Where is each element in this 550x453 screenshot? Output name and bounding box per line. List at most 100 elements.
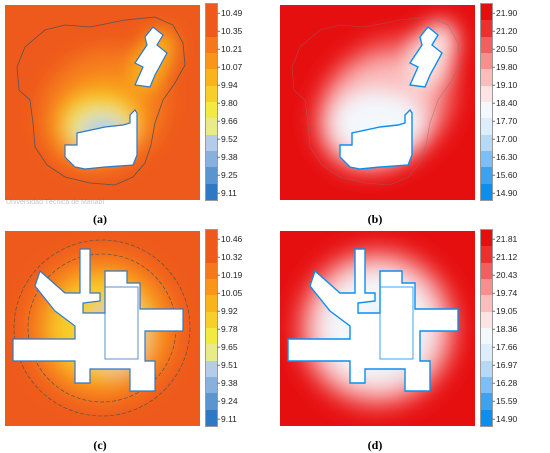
colorbar-ticks-a: 10.49 10.35 10.21 10.07 9.94 9.80 9.66 9.52 9.38… <box>216 3 271 201</box>
colorbar-segment <box>481 20 492 38</box>
panel-b: 21.90 21.20 20.50 19.80 19.10 18.40 17.70 17.00… <box>275 0 550 226</box>
colorbar-segment <box>481 85 492 103</box>
colorbar-segment <box>481 393 492 411</box>
caption-label: (d) <box>367 438 383 452</box>
colorbar-tick-label: 21.90 <box>491 7 518 18</box>
colorbar-tick-label: 9.11 <box>217 413 237 424</box>
colorbar-segment <box>206 36 217 54</box>
heatmap-plot-c <box>5 231 200 426</box>
heatmap-svg-a <box>5 5 200 200</box>
colorbar-segment <box>481 262 492 280</box>
colorbar-ticks-d: 21.81 21.12 20.43 19.74 19.05 18.36 17.66 16.97… <box>491 229 546 427</box>
colorbar-segment <box>206 409 217 427</box>
obstacle-shape <box>339 108 413 170</box>
heatmap-plot-b <box>280 5 475 200</box>
colorbar-tick-label: 18.36 <box>491 323 518 334</box>
colorbar-tick-label: 10.46 <box>216 233 243 244</box>
colorbar-segment <box>206 53 217 70</box>
colorbar-a <box>205 3 218 201</box>
colorbar-tick-label: 9.51 <box>217 359 238 370</box>
caption-c: (c) <box>0 438 200 453</box>
obstacle-shape <box>408 26 443 88</box>
heatmap-plot-a <box>5 5 200 200</box>
colorbar-segment <box>206 20 217 38</box>
colorbar-segment <box>206 167 217 185</box>
colorbar-segment <box>206 393 217 411</box>
colorbar-segment <box>481 246 492 264</box>
obstacle-shape <box>287 248 459 392</box>
colorbar-segment <box>481 279 492 296</box>
colorbar-tick-label: 14.90 <box>491 187 518 198</box>
colorbar-segment <box>481 311 492 329</box>
heatmap-plot-d <box>280 231 475 426</box>
colorbar-d <box>480 229 493 427</box>
colorbar-tick-label: 10.32 <box>216 251 243 262</box>
colorbar-ticks-b: 21.90 21.20 20.50 19.80 19.10 18.40 17.70 17.00… <box>491 3 546 201</box>
courtyard-outline <box>104 286 139 360</box>
colorbar-tick-label: 16.97 <box>491 359 518 370</box>
colorbar-tick-label: 14.90 <box>491 413 518 424</box>
colorbar-segment <box>206 360 217 378</box>
colorbar-tick-label: 15.59 <box>491 395 518 406</box>
colorbar-tick-label: 17.70 <box>491 115 518 126</box>
courtyard-outline <box>379 286 414 360</box>
obstacle-shape <box>12 248 184 392</box>
colorbar-tick-label: 9.38 <box>217 377 238 388</box>
watermark: Universidad Técnica de Manabí <box>6 199 105 206</box>
colorbar-segment <box>481 151 492 168</box>
colorbar-tick-label: 20.50 <box>491 43 518 54</box>
caption-d: (d) <box>275 438 475 453</box>
colorbar-segment <box>481 118 492 136</box>
colorbar-tick-label: 18.40 <box>491 97 518 108</box>
colorbar-tick-label: 21.20 <box>491 25 518 36</box>
colorbar-tick-label: 20.43 <box>491 269 518 280</box>
caption-label: (c) <box>93 438 107 452</box>
colorbar-tick-label: 9.66 <box>217 115 238 126</box>
colorbar-tick-label: 10.19 <box>216 269 243 280</box>
colorbar-tick-label: 10.35 <box>216 25 243 36</box>
colorbar-segment <box>481 134 492 152</box>
colorbar-tick-label: 19.10 <box>491 79 518 90</box>
colorbar-segment <box>481 377 492 394</box>
colorbar-segment <box>206 183 217 201</box>
contour-line <box>16 16 186 186</box>
colorbar-tick-label: 17.66 <box>491 341 518 352</box>
colorbar-b <box>480 3 493 201</box>
colorbar-tick-label: 9.65 <box>217 341 238 352</box>
colorbar-segment <box>206 377 217 394</box>
colorbar-tick-label: 10.07 <box>216 61 243 72</box>
colorbar-segment <box>206 262 217 280</box>
colorbar-tick-label: 15.60 <box>491 169 518 180</box>
colorbar-segment <box>206 134 217 152</box>
heatmap-svg-b <box>280 5 475 200</box>
colorbar-tick-label: 21.12 <box>491 251 518 262</box>
colorbar-tick-label: 9.80 <box>217 97 238 108</box>
colorbar-tick-label: 10.49 <box>216 7 243 18</box>
colorbar-ticks-c: 10.46 10.32 10.19 10.05 9.92 9.78 9.65 9.51 9.38… <box>216 229 271 427</box>
colorbar-segment <box>206 246 217 264</box>
colorbar-segment <box>481 4 492 21</box>
panel-c: 10.46 10.32 10.19 10.05 9.92 9.78 9.65 9.51 9.38… <box>0 226 275 452</box>
colorbar-tick-label: 9.25 <box>217 169 238 180</box>
colorbar-tick-label: 9.94 <box>217 79 238 90</box>
contour-line <box>291 16 461 186</box>
caption-label: (b) <box>367 212 383 226</box>
colorbar-segment <box>206 102 217 119</box>
colorbar-segment <box>206 295 217 313</box>
colorbar-segment <box>206 118 217 136</box>
colorbar-segment <box>481 295 492 313</box>
colorbar-tick-label: 10.05 <box>216 287 243 298</box>
heatmap-svg-c <box>5 231 200 426</box>
colorbar-segment <box>481 360 492 378</box>
colorbar-tick-label: 10.21 <box>216 43 243 54</box>
colorbar-segment <box>206 328 217 345</box>
colorbar-segment <box>481 344 492 362</box>
colorbar-tick-label: 16.28 <box>491 377 518 388</box>
caption-a: (a) <box>0 212 200 227</box>
colorbar-segment <box>481 328 492 345</box>
colorbar-segment <box>481 183 492 201</box>
colorbar-tick-label: 9.78 <box>217 323 238 334</box>
panel-a: 10.49 10.35 10.21 10.07 9.94 9.80 9.66 9.52 9.38… <box>0 0 275 226</box>
colorbar-tick-label: 17.00 <box>491 133 518 144</box>
colorbar-segment <box>206 85 217 103</box>
